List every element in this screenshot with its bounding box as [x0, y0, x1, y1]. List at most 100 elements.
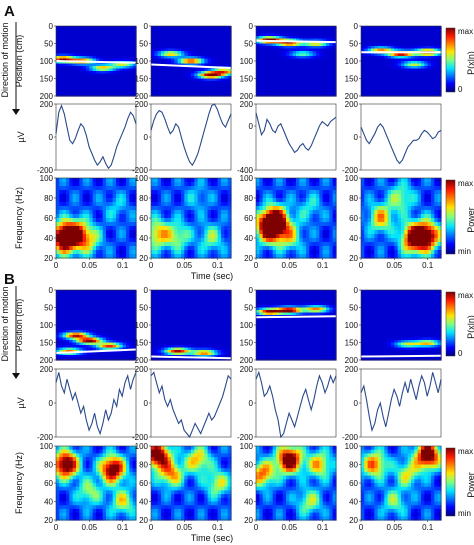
freq-heatmap-cell: [394, 186, 399, 191]
freq-heatmap-cell: [109, 206, 114, 211]
position-heatmap-cell: [66, 93, 70, 97]
freq-heatmap-cell: [69, 234, 74, 239]
position-heatmap-cell: [377, 43, 382, 47]
freq-heatmap-cell: [371, 226, 375, 231]
position-heatmap-cell: [434, 58, 439, 62]
position-heatmap-cell: [384, 43, 389, 47]
freq-heatmap-cell: [69, 206, 74, 211]
freq-heatmap-cell: [391, 178, 395, 183]
freq-heatmap-cell: [187, 190, 192, 195]
freq-heatmap-cell: [184, 226, 189, 231]
freq-heatmap-cell: [109, 242, 114, 247]
position-heatmap-cell: [434, 43, 439, 47]
position-heatmap-cell: [286, 68, 290, 72]
position-heatmap-cell: [256, 66, 260, 70]
freq-heatmap-cell: [217, 198, 222, 203]
freq-heatmap-cell: [424, 186, 429, 191]
position-heatmap-cell: [269, 33, 274, 37]
position-heatmap-cell: [286, 61, 290, 65]
x-tick-label: 0: [149, 261, 154, 270]
freq-heatmap-cell: [82, 194, 87, 199]
freq-heatmap-cell: [299, 222, 304, 227]
freq-heatmap-cell: [371, 238, 375, 243]
freq-heatmap-cell: [322, 190, 327, 195]
position-heatmap-cell: [56, 46, 60, 50]
freq-heatmap-cell: [126, 198, 130, 203]
position-heatmap-cell: [306, 26, 310, 30]
freq-heatmap-cell: [312, 214, 317, 219]
freq-heatmap-cell: [221, 250, 225, 255]
position-heatmap-cell: [322, 73, 327, 77]
position-heatmap-cell: [79, 33, 84, 37]
position-heatmap-cell: [59, 310, 64, 314]
freq-heatmap-cell: [157, 202, 162, 207]
position-heatmap-cell: [434, 83, 439, 87]
freq-heatmap-cell: [56, 238, 60, 243]
position-heatmap-cell: [319, 63, 324, 67]
freq-heatmap-cell: [377, 202, 382, 207]
freq-heatmap-cell: [312, 178, 317, 183]
freq-heatmap-cell: [119, 242, 124, 247]
position-heatmap-cell: [282, 26, 287, 30]
position-heatmap-cell: [184, 83, 189, 87]
position-heatmap-cell: [279, 63, 284, 67]
position-heatmap-cell: [204, 93, 209, 97]
position-heatmap-cell: [126, 66, 130, 70]
position-heatmap-cell: [316, 48, 320, 52]
freq-heatmap-cell: [69, 178, 74, 183]
position-heatmap-cell: [332, 86, 337, 90]
position-heatmap-cell: [79, 71, 84, 75]
freq-heatmap-cell: [116, 182, 120, 187]
position-heatmap-cell: [56, 312, 60, 316]
freq-heatmap-cell: [174, 178, 179, 183]
position-heatmap-cell: [221, 93, 225, 97]
freq-heatmap-cell: [384, 242, 389, 247]
freq-heatmap-cell: [332, 186, 337, 191]
position-heatmap-cell: [371, 88, 375, 92]
position-heatmap-cell: [286, 53, 290, 57]
freq-heatmap-cell: [72, 250, 77, 255]
freq-heatmap-cell: [384, 214, 389, 219]
position-heatmap-cell: [151, 26, 155, 30]
position-heatmap-cell: [126, 51, 130, 55]
position-heatmap-cell: [329, 31, 334, 35]
freq-heatmap-cell: [431, 198, 435, 203]
position-heatmap-cell: [112, 93, 117, 97]
position-heatmap-cell: [434, 68, 439, 72]
position-heatmap-cell: [207, 48, 212, 52]
x-tick-label: 0.1: [317, 261, 329, 270]
position-heatmap-cell: [79, 58, 84, 62]
position-heatmap-cell: [72, 315, 77, 319]
position-heatmap-cell: [72, 53, 77, 57]
position-heatmap-cell: [69, 53, 74, 57]
freq-heatmap-cell: [66, 254, 70, 259]
freq-heatmap-cell: [332, 242, 337, 247]
freq-heatmap-cell: [62, 218, 67, 223]
position-heatmap-cell: [407, 83, 412, 87]
position-heatmap-cell: [221, 63, 225, 67]
position-heatmap-cell: [286, 46, 290, 50]
y-tick-label: 100: [240, 57, 254, 66]
position-heatmap-cell: [161, 86, 165, 90]
freq-heatmap-cell: [129, 190, 134, 195]
freq-heatmap-cell: [86, 250, 90, 255]
freq-heatmap-cell: [174, 222, 179, 227]
position-heatmap-cell: [86, 68, 90, 72]
position-heatmap-cell: [374, 66, 379, 70]
position-heatmap-cell: [197, 68, 202, 72]
freq-heatmap-cell: [272, 194, 277, 199]
position-heatmap-cell: [164, 41, 169, 45]
position-heatmap-cell: [56, 68, 60, 72]
freq-heatmap-cell: [361, 254, 365, 259]
freq-heatmap-cell: [154, 242, 159, 247]
position-heatmap-cell: [384, 26, 389, 30]
position-heatmap-cell: [122, 66, 127, 70]
y-tick-label: 200: [240, 100, 254, 109]
position-heatmap-cell: [197, 78, 202, 82]
freq-heatmap-cell: [282, 210, 287, 215]
position-heatmap-cell: [431, 66, 435, 70]
position-heatmap-cell: [381, 68, 385, 72]
freq-heatmap-cell: [132, 186, 137, 191]
position-heatmap-cell: [299, 73, 304, 77]
freq-heatmap-cell: [427, 186, 432, 191]
